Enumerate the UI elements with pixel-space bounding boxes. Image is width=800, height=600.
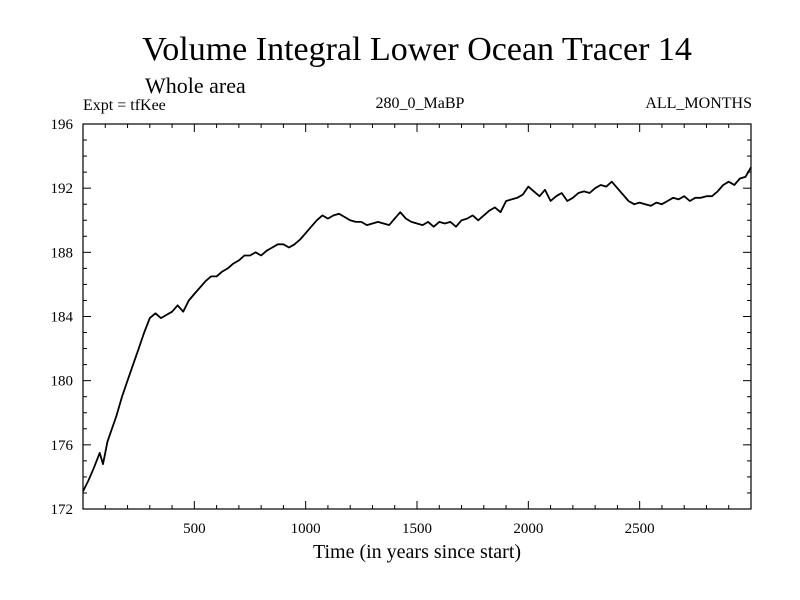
x-tick-label: 500 [183,521,206,537]
series-layer [82,166,752,492]
x-axis-label: Time (in years since start) [313,541,521,563]
y-tick-label: 176 [51,438,74,454]
y-tick-label: 196 [51,117,74,133]
y-tick-label: 188 [51,245,74,261]
plot-frame [82,123,752,510]
chart-title: Volume Integral Lower Ocean Tracer 14 [142,31,692,68]
x-tick-label: 1500 [402,521,432,537]
x-tick-label: 2500 [625,521,655,537]
experiment-label: Expt = tfKee [83,97,166,114]
x-tick-label: 2000 [513,521,543,537]
major-ticks [83,124,751,509]
y-tick-label: 184 [51,310,74,326]
minor-ticks [83,124,751,509]
period-label: 280_0_MaBP [376,95,465,112]
y-tick-labels: 172 176 180 184 188 192 196 [51,117,74,518]
y-tick-label: 172 [51,502,74,518]
x-tick-labels: 500 1000 1500 2000 2500 [183,521,655,537]
y-tick-label: 180 [51,374,74,390]
months-label: ALL_MONTHS [645,95,752,112]
y-tick-label: 192 [51,181,74,197]
chart-subtitle: Whole area [145,73,246,98]
x-tick-label: 1000 [291,521,321,537]
series-line [82,166,752,492]
